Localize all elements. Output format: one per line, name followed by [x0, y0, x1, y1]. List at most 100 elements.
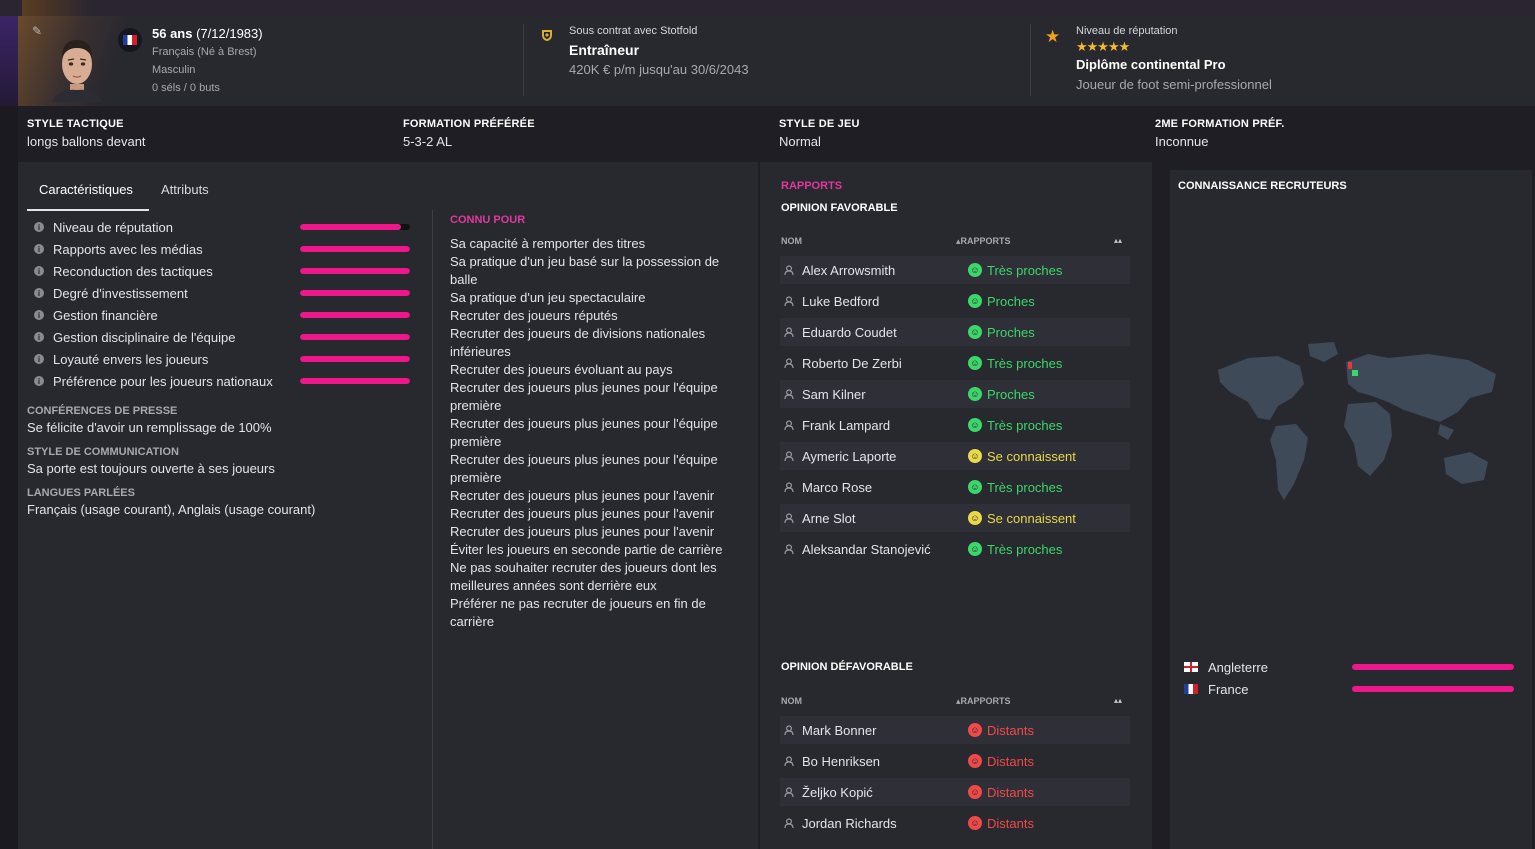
person-name[interactable]: Željko Kopić: [802, 784, 873, 800]
attribute-bar: [300, 290, 410, 296]
sort-toggle-icon[interactable]: ▴▴: [1114, 696, 1123, 705]
tactic-label: STYLE TACTIQUE: [27, 118, 124, 130]
info-icon[interactable]: i: [34, 288, 44, 298]
info-icon[interactable]: i: [34, 310, 44, 320]
edit-pencil-icon[interactable]: ✎: [32, 24, 43, 38]
column-relation-label: RAPPORTS: [960, 236, 1011, 246]
person-name[interactable]: Bo Henriksen: [802, 753, 881, 769]
header-shine: [18, 16, 178, 106]
attribute-row[interactable]: i Préférence pour les joueurs nationaux: [34, 370, 273, 392]
attribute-label: Préférence pour les joueurs nationaux: [53, 373, 273, 389]
relationship-row[interactable]: Roberto De Zerbi ☺ Très proches: [780, 349, 1130, 377]
press-conferences: CONFÉRENCES DE PRESSE Se félicite d'avoir…: [27, 405, 272, 435]
person-name[interactable]: Roberto De Zerbi: [802, 355, 902, 371]
relationship-row[interactable]: Luke Bedford ☺ Proches: [780, 287, 1130, 315]
known-for-item: Recruter des joueurs plus jeunes pour l'…: [450, 380, 718, 413]
relationship-face-icon: ☺: [968, 816, 982, 830]
nationality-flag-icon[interactable]: [118, 28, 142, 52]
communication-style: STYLE DE COMMUNICATION Sa porte est toujo…: [27, 446, 275, 476]
relationship-status: ☺ Très proches: [968, 418, 1062, 433]
column-name-header[interactable]: NOM: [781, 696, 802, 706]
relationship-row[interactable]: Alex Arrowsmith ☺ Très proches: [780, 256, 1130, 284]
info-icon[interactable]: i: [34, 244, 44, 254]
person-name[interactable]: Aleksandar Stanojević: [802, 541, 931, 557]
tactic-value: Normal: [779, 134, 821, 149]
attribute-row[interactable]: i Loyauté envers les joueurs: [34, 348, 208, 370]
relationship-label: Très proches: [987, 417, 1063, 433]
world-map[interactable]: [1208, 340, 1508, 520]
relationship-status: ☺ Se connaissent: [968, 511, 1076, 526]
attribute-row[interactable]: i Gestion financière: [34, 304, 158, 326]
attribute-bar-fill: [300, 334, 410, 340]
attribute-row[interactable]: i Degré d'investissement: [34, 282, 188, 304]
known-for: CONNU POUR Sa capacité à remporter des t…: [450, 214, 740, 631]
attribute-row[interactable]: i Reconduction des tactiques: [34, 260, 213, 282]
relationship-row[interactable]: Aleksandar Stanojević ☺ Très proches: [780, 535, 1130, 563]
info-icon[interactable]: i: [34, 332, 44, 342]
attribute-bar: [300, 246, 410, 252]
person-name[interactable]: Jordan Richards: [802, 815, 897, 831]
column-name-header[interactable]: NOM: [781, 236, 802, 246]
relationship-row[interactable]: Aymeric Laporte ☺ Se connaissent: [780, 442, 1130, 470]
section-label: CONFÉRENCES DE PRESSE: [27, 405, 178, 417]
info-icon[interactable]: i: [34, 266, 44, 276]
relationship-label: Proches: [987, 293, 1035, 309]
info-icon[interactable]: i: [34, 222, 44, 232]
person-icon: [784, 756, 794, 766]
info-icon[interactable]: i: [34, 354, 44, 364]
person-name[interactable]: Marco Rose: [802, 479, 873, 495]
attribute-label: Rapports avec les médias: [53, 241, 203, 257]
profile-header: ✎ 56 ans (7/12/1983) Français (Né à Bres…: [18, 16, 1535, 106]
relationship-row[interactable]: Marco Rose ☺ Très proches: [780, 473, 1130, 501]
relationship-row[interactable]: Eduardo Coudet ☺ Proches: [780, 318, 1130, 346]
relationship-status: ☺ Très proches: [968, 542, 1062, 557]
person-name[interactable]: Frank Lampard: [802, 417, 891, 433]
person-name[interactable]: Arne Slot: [802, 510, 856, 526]
relationship-row[interactable]: Frank Lampard ☺ Très proches: [780, 411, 1130, 439]
person-name[interactable]: Sam Kilner: [802, 386, 866, 402]
known-for-item: Préférer ne pas recruter de joueurs en f…: [450, 596, 706, 629]
scouting-title: CONNAISSANCE RECRUTEURS: [1178, 180, 1347, 192]
relationship-row[interactable]: Arne Slot ☺ Se connaissent: [780, 504, 1130, 532]
avatar[interactable]: [48, 30, 106, 102]
attribute-row[interactable]: i Rapports avec les médias: [34, 238, 203, 260]
country-row[interactable]: Angleterre: [1184, 656, 1268, 678]
relationship-row[interactable]: Mark Bonner ☺ Distants: [780, 716, 1130, 744]
sort-toggle-icon[interactable]: ▴▴: [1114, 236, 1123, 245]
person-icon: [784, 265, 794, 275]
person-name[interactable]: Alex Arrowsmith: [802, 262, 896, 278]
relationship-face-icon: ☺: [968, 449, 982, 463]
person-name[interactable]: Aymeric Laporte: [802, 448, 897, 464]
relationship-row[interactable]: Jordan Richards ☺ Distants: [780, 809, 1130, 837]
relationship-row[interactable]: Bo Henriksen ☺ Distants: [780, 747, 1130, 775]
person-icon: [784, 513, 794, 523]
attribute-row[interactable]: i Niveau de réputation: [34, 216, 173, 238]
person-name[interactable]: Luke Bedford: [802, 293, 880, 309]
tab-characteristics[interactable]: Caractéristiques: [39, 182, 133, 197]
known-for-item: Recruter des joueurs plus jeunes pour l'…: [450, 416, 718, 449]
relationship-row[interactable]: Željko Kopić ☺ Distants: [780, 778, 1130, 806]
caps-goals: 0 séls / 0 buts: [152, 82, 220, 94]
gender: Masculin: [152, 64, 196, 76]
person-name[interactable]: Mark Bonner: [802, 722, 877, 738]
tactic-label: STYLE DE JEU: [779, 118, 860, 130]
reputation-label: Niveau de réputation: [1076, 25, 1178, 37]
section-value: Français (usage courant), Anglais (usage…: [27, 502, 316, 517]
contract-club[interactable]: Sous contrat avec Stotfold: [569, 25, 698, 37]
relationship-row[interactable]: Sam Kilner ☺ Proches: [780, 380, 1130, 408]
info-icon[interactable]: i: [34, 376, 44, 386]
club-badge-icon[interactable]: [540, 28, 554, 42]
attribute-label: Gestion disciplinaire de l'équipe: [53, 329, 236, 345]
tab-attributes[interactable]: Attributs: [161, 182, 209, 197]
reputation-star-icon: ★: [1045, 27, 1061, 46]
column-relation-header[interactable]: ▴RAPPORTS: [956, 236, 1011, 246]
country-name: France: [1208, 681, 1249, 697]
tactic-second-formation: 2ME FORMATION PRÉF. Inconnue: [1155, 118, 1285, 149]
relationship-face-icon: ☺: [968, 542, 982, 556]
attribute-row[interactable]: i Gestion disciplinaire de l'équipe: [34, 326, 235, 348]
person-name[interactable]: Eduardo Coudet: [802, 324, 897, 340]
country-row[interactable]: France: [1184, 678, 1248, 700]
column-relation-header[interactable]: ▴RAPPORTS: [956, 696, 1011, 706]
relationship-face-icon: ☺: [968, 294, 982, 308]
tactic-value: 5-3-2 AL: [403, 134, 453, 149]
